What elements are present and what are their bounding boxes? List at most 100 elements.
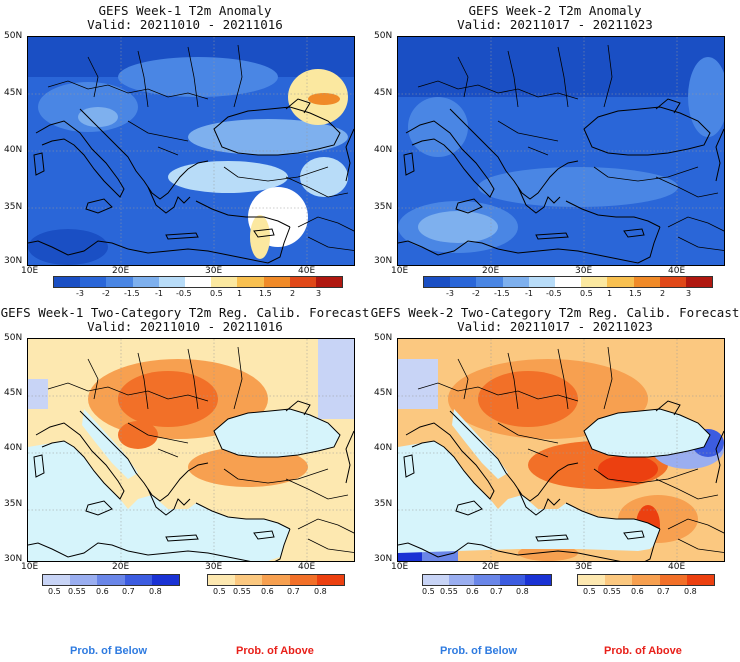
panel-title: GEFS Week-1 T2m Anomaly	[98, 3, 272, 18]
panel-valid: Valid: 20211010 - 20211016	[87, 319, 283, 334]
lat-label: 30N	[374, 554, 393, 564]
prob-above-label: Prob. of Above	[236, 645, 314, 657]
lat-label: 45N	[374, 88, 393, 98]
lat-label: 50N	[4, 31, 23, 41]
colorbar-label: 0.8	[516, 587, 529, 596]
colorbar-label: 0.7	[287, 587, 300, 596]
below-colorbar	[42, 574, 180, 586]
colorbar-label: -3	[446, 289, 454, 298]
colorbar-label: 0.5	[213, 587, 226, 596]
lon-label: 20E	[482, 562, 500, 572]
prob-above-label: Prob. of Above	[604, 645, 682, 657]
above-colorbar	[207, 574, 345, 586]
colorbar-label: 0.7	[490, 587, 503, 596]
lat-label: 45N	[4, 388, 23, 398]
lat-label: 40N	[4, 145, 23, 155]
colorbar-label: -3	[76, 289, 84, 298]
colorbar-label: 0.7	[122, 587, 135, 596]
lat-label: 30N	[374, 256, 393, 266]
colorbar-label: 0.5	[48, 587, 61, 596]
anomaly-map	[27, 36, 355, 266]
colorbar-label: 0.6	[96, 587, 109, 596]
lon-label: 10E	[21, 562, 39, 572]
colorbar-label: 0.5	[583, 587, 596, 596]
anomaly-colorbar	[423, 276, 713, 288]
colorbar-label: 0.55	[68, 587, 86, 596]
panel-valid: Valid: 20211017 - 20211023	[457, 319, 653, 334]
colorbar-label: -2	[102, 289, 110, 298]
colorbar-label: -1	[155, 289, 163, 298]
colorbar-label: 0.8	[684, 587, 697, 596]
prob-below-label: Prob. of Below	[70, 645, 147, 657]
lon-label: 40E	[668, 266, 686, 276]
lat-label: 35N	[374, 499, 393, 509]
colorbar-label: 0.55	[233, 587, 251, 596]
colorbar-label: 0.55	[440, 587, 458, 596]
lat-label: 30N	[4, 554, 23, 564]
colorbar-label: -0.5	[546, 289, 562, 298]
lon-label: 20E	[112, 562, 130, 572]
lat-label: 50N	[4, 333, 23, 343]
lat-label: 50N	[374, 31, 393, 41]
lon-label: 30E	[205, 266, 223, 276]
lat-label: 35N	[4, 202, 23, 212]
colorbar-label: 0.5	[422, 587, 435, 596]
colorbar-label: 1.5	[629, 289, 642, 298]
lon-label: 20E	[482, 266, 500, 276]
lon-label: 10E	[391, 562, 409, 572]
lon-label: 10E	[391, 266, 409, 276]
lat-label: 45N	[4, 88, 23, 98]
colorbar-label: -1.5	[124, 289, 140, 298]
panel-title: GEFS Week-2 Two-Category T2m Reg. Calib.…	[370, 305, 740, 320]
lon-label: 40E	[298, 266, 316, 276]
prob-below-label: Prob. of Below	[440, 645, 517, 657]
lat-label: 40N	[4, 443, 23, 453]
panel-week2-anomaly: GEFS Week-2 T2m Anomaly Valid: 20211017 …	[370, 0, 740, 300]
colorbar-label: -0.5	[176, 289, 192, 298]
colorbar-label: -1	[525, 289, 533, 298]
lat-label: 40N	[374, 443, 393, 453]
colorbar-label: 1	[607, 289, 613, 298]
above-colorbar	[577, 574, 715, 586]
lon-label: 10E	[21, 266, 39, 276]
lat-label: 45N	[374, 388, 393, 398]
lon-label: 30E	[205, 562, 223, 572]
lat-label: 50N	[374, 333, 393, 343]
lon-label: 40E	[298, 562, 316, 572]
panel-title: GEFS Week-1 Two-Category T2m Reg. Calib.…	[0, 305, 370, 320]
panel-title: GEFS Week-2 T2m Anomaly	[468, 3, 642, 18]
lat-label: 40N	[374, 145, 393, 155]
colorbar-label: -2	[472, 289, 480, 298]
colorbar-label: 2	[660, 289, 666, 298]
probability-map	[27, 338, 355, 562]
colorbar-label: -1.5	[494, 289, 510, 298]
colorbar-label: 0.5	[210, 289, 223, 298]
colorbar-label: 1.5	[259, 289, 272, 298]
below-colorbar	[422, 574, 552, 586]
colorbar-label: 0.8	[149, 587, 162, 596]
colorbar-label: 0.55	[603, 587, 621, 596]
colorbar-label: 0.6	[631, 587, 644, 596]
panel-week1-probability: GEFS Week-1 Two-Category T2m Reg. Calib.…	[0, 302, 370, 602]
colorbar-label: 0.8	[314, 587, 327, 596]
probability-map	[397, 338, 725, 562]
colorbar-label: 2	[290, 289, 296, 298]
lat-label: 35N	[374, 202, 393, 212]
panel-valid: Valid: 20211010 - 20211016	[87, 17, 283, 32]
lat-label: 35N	[4, 499, 23, 509]
colorbar-label: 3	[316, 289, 322, 298]
lon-label: 30E	[575, 266, 593, 276]
anomaly-map	[397, 36, 725, 266]
panel-valid: Valid: 20211017 - 20211023	[457, 17, 653, 32]
colorbar-label: 0.5	[580, 289, 593, 298]
lon-label: 40E	[668, 562, 686, 572]
panel-week2-probability: GEFS Week-2 Two-Category T2m Reg. Calib.…	[370, 302, 740, 602]
panel-week1-anomaly: GEFS Week-1 T2m Anomaly Valid: 20211010 …	[0, 0, 370, 300]
colorbar-label: 0.6	[261, 587, 274, 596]
lon-label: 30E	[575, 562, 593, 572]
colorbar-label: 0.6	[466, 587, 479, 596]
colorbar-label: 3	[686, 289, 692, 298]
anomaly-colorbar	[53, 276, 343, 288]
lat-label: 30N	[4, 256, 23, 266]
lon-label: 20E	[112, 266, 130, 276]
